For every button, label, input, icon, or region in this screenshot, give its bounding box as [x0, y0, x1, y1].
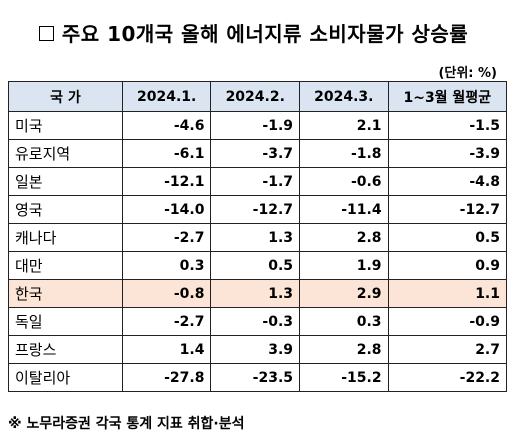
- table-row: 이탈리아 -27.8 -23.5 -15.2 -22.2: [8, 363, 507, 392]
- source-note: ※ 노무라증권 각국 통계 지표 취합·분석: [8, 416, 245, 432]
- table-row: 유로지역 -6.1 -3.7 -1.8 -3.9: [8, 139, 507, 168]
- unit-label: (단위: %): [438, 66, 497, 81]
- value-cell: 0.3: [299, 307, 389, 336]
- table-row: 대만 0.3 0.5 1.9 0.9: [8, 251, 507, 280]
- value-cell: -2.7: [121, 223, 212, 252]
- value-cell: 2.8: [299, 335, 389, 364]
- page-title: 주요 10개국 올해 에너지류 소비자물가 상승률: [61, 21, 469, 46]
- value-cell: -1.9: [210, 111, 301, 140]
- value-cell: 0.3: [121, 251, 212, 280]
- header-jan: 2024.1.: [121, 81, 212, 112]
- value-cell: 0.5: [387, 223, 507, 252]
- value-cell: -0.6: [299, 167, 389, 196]
- value-cell: 2.9: [299, 279, 389, 308]
- value-cell: 0.5: [210, 251, 301, 280]
- value-cell: -0.3: [210, 307, 301, 336]
- country-cell: 독일: [8, 307, 123, 336]
- country-cell: 일본: [8, 167, 123, 196]
- value-cell: 3.9: [210, 335, 301, 364]
- square-bullet-icon: [38, 25, 54, 41]
- table-row: 캐나다 -2.7 1.3 2.8 0.5: [8, 223, 507, 252]
- table-row: 영국 -14.0 -12.7 -11.4 -12.7: [8, 195, 507, 224]
- value-cell: 1.3: [210, 223, 301, 252]
- value-cell: 2.8: [299, 223, 389, 252]
- value-cell: -14.0: [121, 195, 212, 224]
- country-cell: 프랑스: [8, 335, 123, 364]
- value-cell: -4.8: [387, 167, 507, 196]
- value-cell: 1.1: [387, 279, 507, 308]
- value-cell: -12.7: [387, 195, 507, 224]
- value-cell: -11.4: [299, 195, 389, 224]
- value-cell: -27.8: [121, 363, 212, 392]
- value-cell: 1.3: [210, 279, 301, 308]
- value-cell: -23.5: [210, 363, 301, 392]
- value-cell: -1.8: [299, 139, 389, 168]
- country-cell: 미국: [8, 111, 123, 140]
- value-cell: -2.7: [121, 307, 212, 336]
- value-cell: -0.9: [387, 307, 507, 336]
- table-body: 미국 -4.6 -1.9 2.1 -1.5 유로지역 -6.1 -3.7 -1.8 -3.9 일본 -…: [8, 111, 507, 392]
- table-row: 프랑스 1.4 3.9 2.8 2.7: [8, 335, 507, 364]
- value-cell: -1.7: [210, 167, 301, 196]
- value-cell: 2.7: [387, 335, 507, 364]
- value-cell: 1.4: [121, 335, 212, 364]
- value-cell: -12.1: [121, 167, 212, 196]
- country-cell: 캐나다: [8, 223, 123, 252]
- table-row: 한국 -0.8 1.3 2.9 1.1: [8, 279, 507, 308]
- value-cell: 1.9: [299, 251, 389, 280]
- value-cell: -12.7: [210, 195, 301, 224]
- value-cell: 2.1: [299, 111, 389, 140]
- value-cell: -1.5: [387, 111, 507, 140]
- table-row: 독일 -2.7 -0.3 0.3 -0.9: [8, 307, 507, 336]
- data-table: 국 가 2024.1. 2024.2. 2024.3. 1~3월 월평균 미국 -…: [8, 81, 507, 392]
- country-cell: 한국: [8, 279, 123, 308]
- value-cell: -3.9: [387, 139, 507, 168]
- value-cell: -0.8: [121, 279, 212, 308]
- country-cell: 이탈리아: [8, 363, 123, 392]
- table-row: 일본 -12.1 -1.7 -0.6 -4.8: [8, 167, 507, 196]
- value-cell: -22.2: [387, 363, 507, 392]
- header-feb: 2024.2.: [210, 81, 301, 112]
- country-cell: 영국: [8, 195, 123, 224]
- table-row: 미국 -4.6 -1.9 2.1 -1.5: [8, 111, 507, 140]
- title-row: 주요 10개국 올해 에너지류 소비자물가 상승률: [0, 0, 507, 64]
- header-mar: 2024.3.: [299, 81, 389, 112]
- header-row: 국 가 2024.1. 2024.2. 2024.3. 1~3월 월평균: [8, 81, 507, 112]
- country-cell: 유로지역: [8, 139, 123, 168]
- value-cell: -4.6: [121, 111, 212, 140]
- country-cell: 대만: [8, 251, 123, 280]
- header-country: 국 가: [8, 81, 123, 112]
- value-cell: 0.9: [387, 251, 507, 280]
- value-cell: -6.1: [121, 139, 212, 168]
- value-cell: -3.7: [210, 139, 301, 168]
- header-average: 1~3월 월평균: [387, 81, 507, 112]
- value-cell: -15.2: [299, 363, 389, 392]
